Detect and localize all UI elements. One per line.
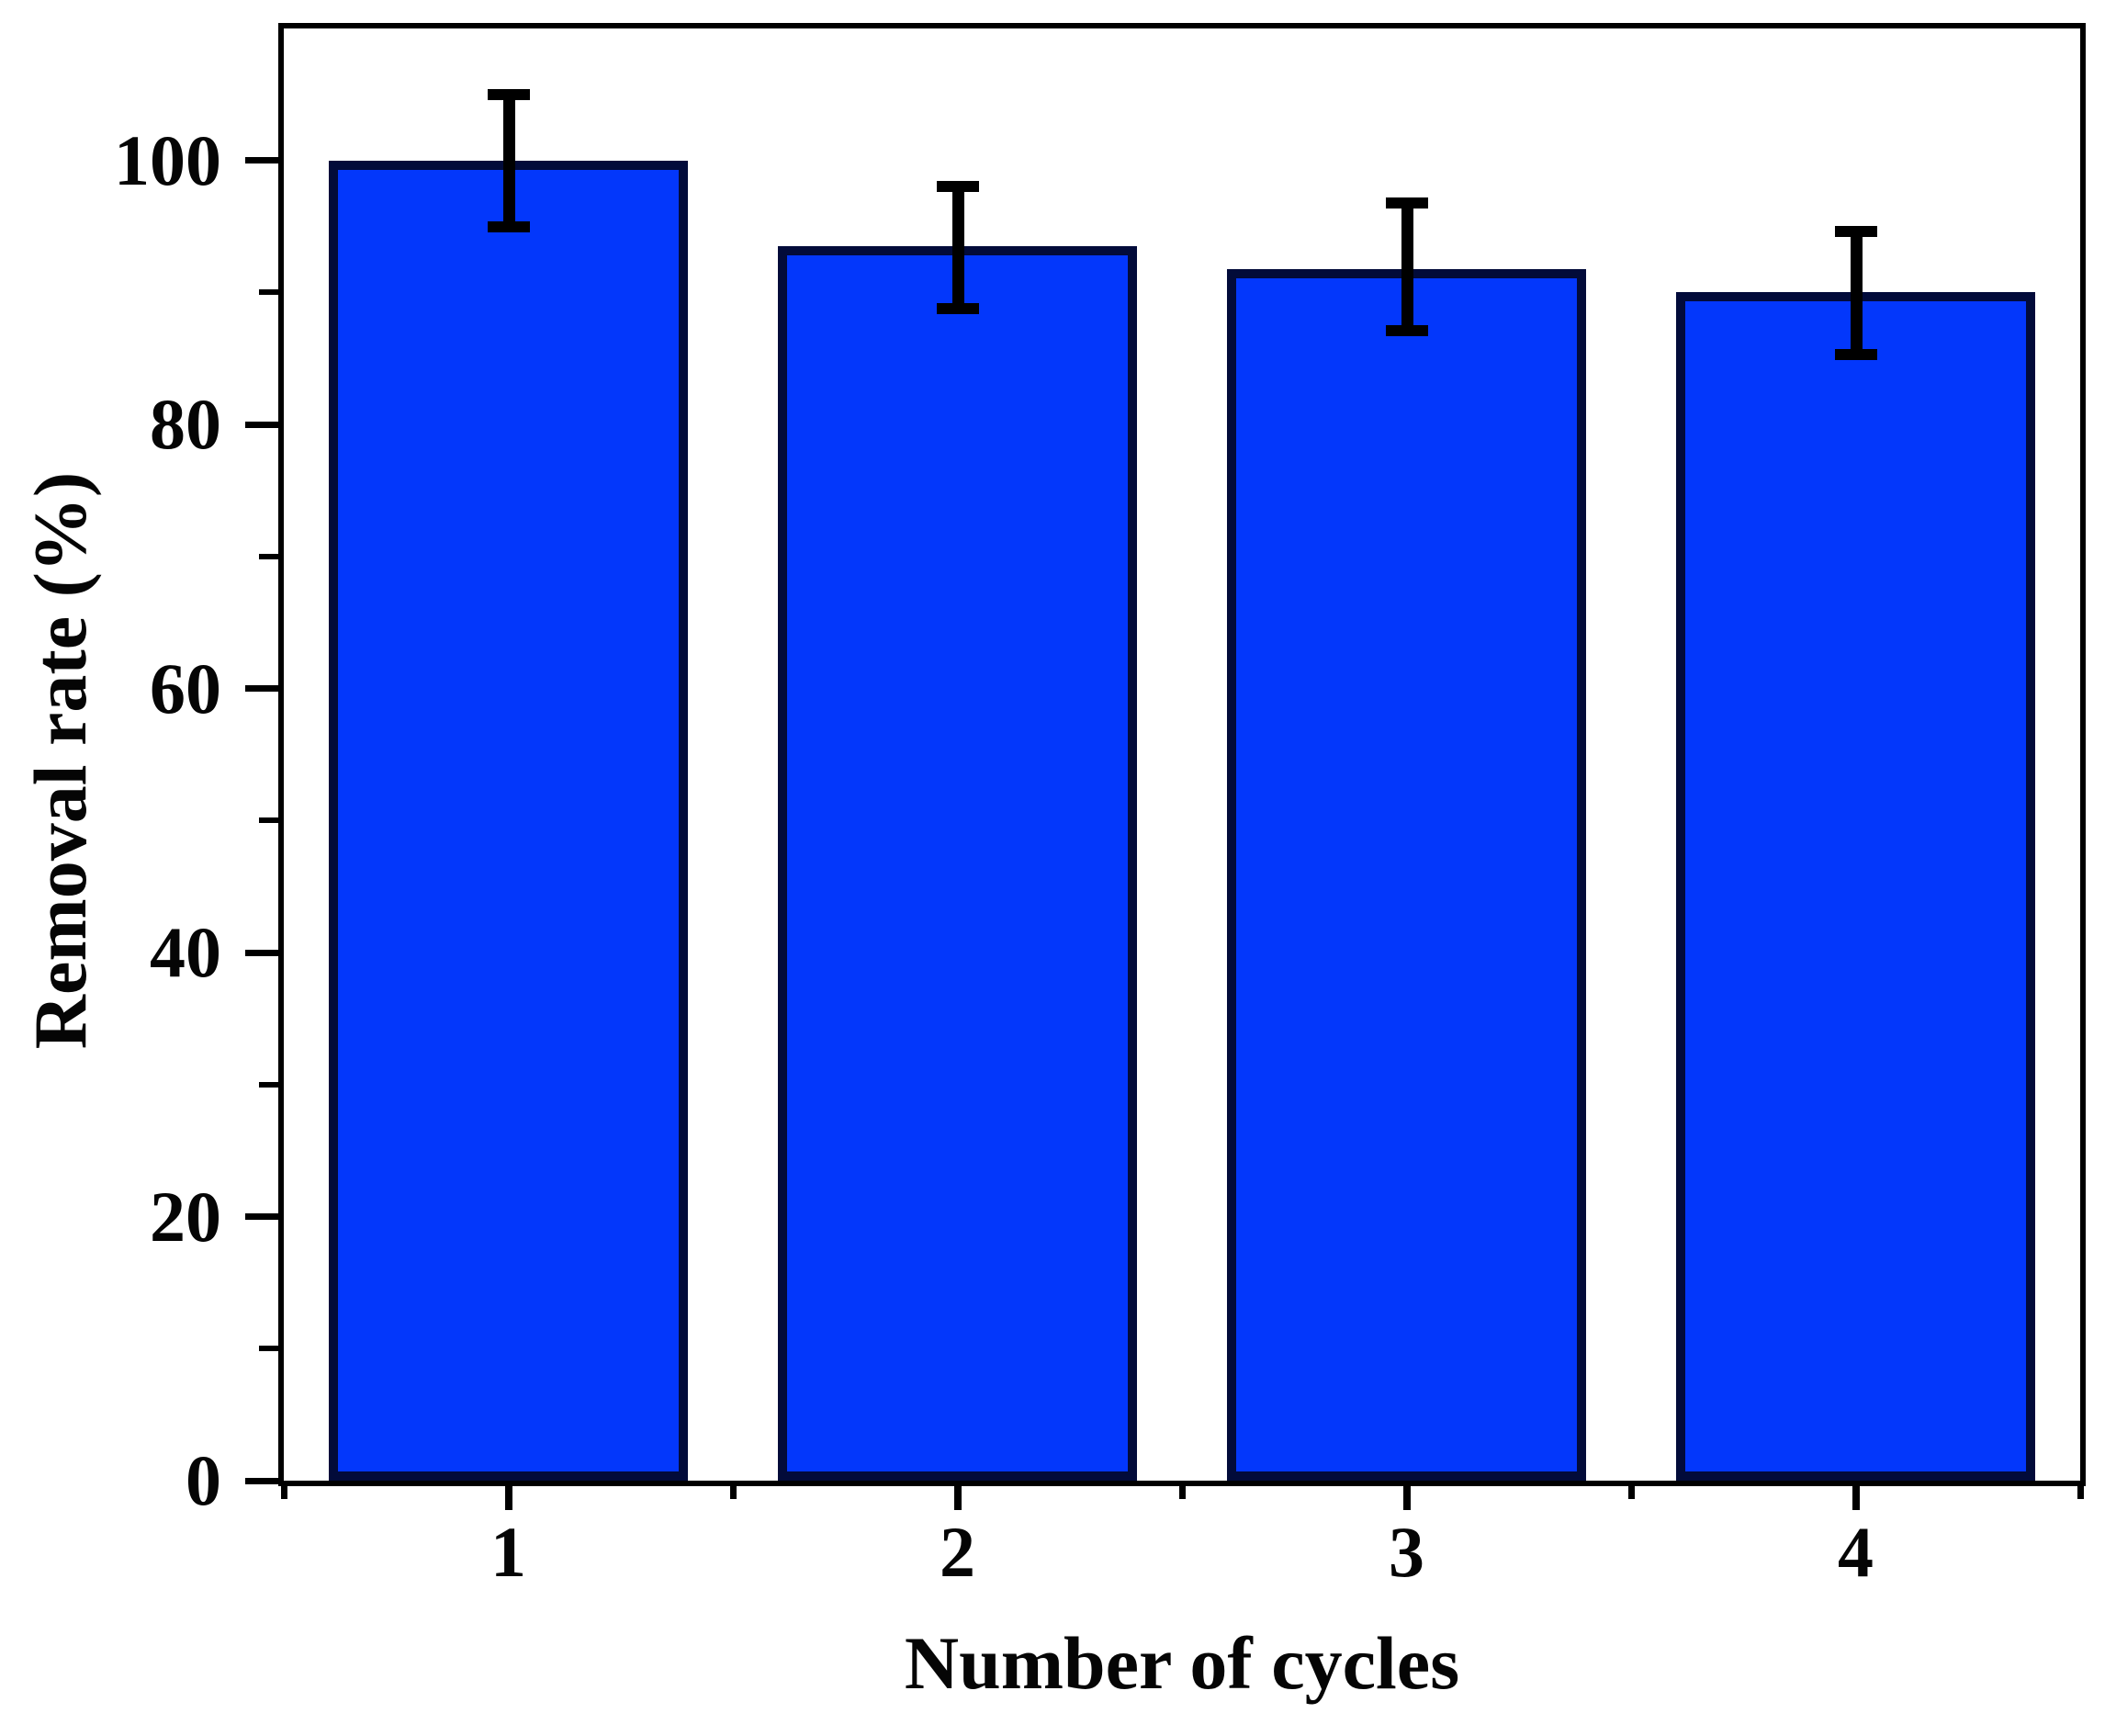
y-tick-label: 60: [150, 648, 221, 728]
error-cap-top-4: [1834, 226, 1877, 238]
x-major-tick-4: [1852, 1486, 1860, 1510]
error-cap-top-3: [1385, 197, 1428, 209]
error-bar-3: [1401, 202, 1413, 332]
plot-area: 0 20 40 60 80 100 1 2 3 4: [114, 23, 2086, 1588]
error-cap-top-1: [487, 88, 530, 100]
x-tick-label: 4: [1838, 1512, 1874, 1592]
bar-cycle-1: [328, 160, 689, 1481]
x-major-tick-1: [504, 1486, 512, 1510]
y-major-tick-80: [245, 421, 278, 428]
x-minor-tick-1.5: [729, 1486, 737, 1499]
y-minor-tick-10: [259, 1346, 278, 1352]
error-cap-bottom-2: [936, 302, 979, 314]
error-bar-1: [502, 94, 515, 227]
y-minor-tick-30: [259, 1081, 278, 1088]
x-tick-label: 2: [940, 1512, 975, 1592]
x-axis-label: Number of cycles: [904, 1621, 1460, 1705]
y-major-tick-0: [245, 1477, 278, 1484]
x-minor-tick-3.5: [1627, 1486, 1635, 1499]
y-minor-tick-90: [259, 289, 278, 296]
bar-cycle-2: [777, 246, 1138, 1481]
x-tick-label: 1: [490, 1512, 526, 1592]
y-major-tick-60: [245, 685, 278, 693]
error-bar-4: [1850, 231, 1863, 355]
error-cap-bottom-1: [487, 220, 530, 232]
x-minor-tick-2.5: [1178, 1486, 1186, 1499]
y-tick-label: 20: [150, 1176, 221, 1257]
y-tick-label: 0: [186, 1440, 221, 1520]
x-major-tick-3: [1402, 1486, 1411, 1510]
y-tick-label: 40: [150, 912, 221, 993]
y-tick-label: 80: [150, 384, 221, 465]
x-minor-tick-4.5: [2077, 1486, 2084, 1499]
bar-cycle-4: [1675, 292, 2036, 1481]
x-minor-tick-0.5: [280, 1486, 287, 1499]
bar-cycle-3: [1226, 268, 1587, 1481]
error-cap-bottom-4: [1834, 349, 1877, 360]
error-cap-top-2: [936, 181, 979, 193]
y-minor-tick-50: [259, 817, 278, 824]
error-bar-2: [951, 186, 964, 309]
x-tick-label: 3: [1389, 1512, 1424, 1592]
y-tick-label: 100: [114, 119, 221, 200]
x-major-tick-2: [953, 1486, 962, 1510]
error-cap-bottom-3: [1385, 325, 1428, 337]
y-axis-label: Removal rate (%): [18, 471, 102, 1050]
y-major-tick-20: [245, 1213, 278, 1221]
y-major-tick-40: [245, 949, 278, 956]
y-major-tick-100: [245, 157, 278, 164]
y-minor-tick-70: [259, 553, 278, 559]
